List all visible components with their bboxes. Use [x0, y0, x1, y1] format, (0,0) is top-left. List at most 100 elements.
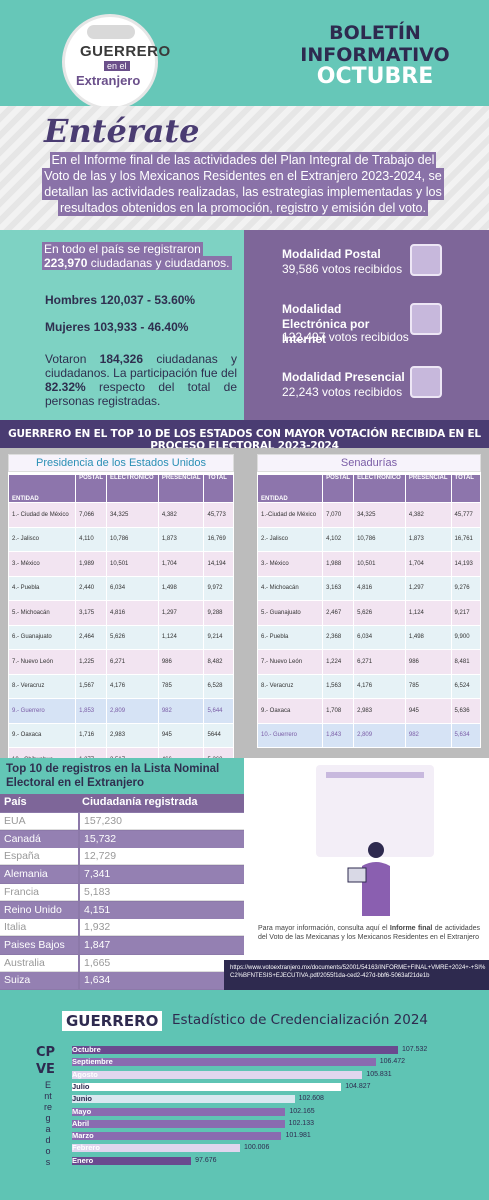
presidencia-table-body: 1.- Ciudad de México 7,066 34,325 4,382 45,7… [7, 502, 234, 773]
table-row: 4.- Puebla 2,440 6,034 1,498 9,972 [7, 575, 234, 601]
cell-electronico: 34,325 [353, 502, 406, 528]
list-item: Italia 1,932 [0, 919, 244, 937]
country-name: Suiza [0, 972, 78, 990]
bar-value-octubre: 107.532 [402, 1046, 428, 1053]
cell-total: 16,769 [203, 526, 234, 552]
cell-entidad: 1.-Ciudad de México [256, 502, 324, 528]
bar-value-marzo: 101.981 [285, 1132, 311, 1140]
cell-postal: 1,708 [322, 698, 355, 724]
cell-electronico: 2,809 [353, 722, 406, 748]
col-header-total: TOTAL [203, 474, 234, 503]
bulletin-title: BOLETÍN INFORMATIVO OCTUBRE [290, 22, 460, 88]
bar-label-enero: Enero [72, 1155, 94, 1165]
cell-electronico: 5,626 [353, 600, 406, 626]
senadurias-table: ENTIDAD POSTAL ELECTRONICO PRESENCIAL TO… [256, 474, 482, 748]
cell-presencial: 986 [404, 649, 452, 675]
bar-value-abril: 102.133 [288, 1119, 314, 1127]
cell-total: 45,777 [450, 502, 482, 528]
more-info-link-text[interactable]: Informe final [389, 925, 433, 932]
col-header-postal: POSTAL [75, 474, 108, 503]
logo-text-extranjero: Extranjero [76, 73, 141, 88]
table-row: 4.- Michoacán 3,163 4,816 1,297 9,276 [256, 575, 482, 601]
cell-total: 45,773 [203, 502, 234, 528]
bar-enero [72, 1156, 192, 1165]
cell-entidad: 4.- Puebla [7, 575, 77, 601]
cell-postal: 4,110 [75, 526, 108, 552]
laptop-icon [410, 303, 442, 335]
modality-presencial-title: Modalidad Presencial [282, 370, 405, 384]
nominal-list-title-box [0, 758, 244, 794]
bar-label-junio: Junio [72, 1094, 92, 1104]
cell-electronico: 6,271 [106, 649, 159, 675]
cell-total: 9,972 [203, 575, 234, 601]
bar-julio [72, 1082, 342, 1091]
cell-entidad: 5.- Guanajuato [256, 600, 324, 626]
cell-presencial: 4,382 [157, 502, 205, 528]
cell-electronico: 6,034 [353, 624, 406, 650]
presidencia-table: ENTIDAD POSTAL ELECTRONICO PRESENCIAL TO… [7, 474, 234, 773]
cpve-label-1: CP [36, 1045, 56, 1060]
bar-marzo [72, 1132, 282, 1141]
cell-total: 8,482 [203, 649, 234, 675]
table-row: 3.- México 1,989 10,501 1,704 14,194 [7, 551, 234, 577]
registered-count: 7,341 [80, 866, 244, 884]
list-item: España 12,729 [0, 848, 244, 866]
cell-postal: 1,567 [75, 673, 108, 699]
cell-entidad: 6.- Guanajuato [7, 624, 77, 650]
cell-postal: 7,066 [75, 502, 108, 528]
list-item: Francia 5,183 [0, 883, 244, 901]
cell-electronico: 6,271 [353, 649, 406, 675]
cell-entidad: 8.- Veracruz [256, 673, 324, 699]
modality-internet-title: Modalidad Electrónica por Internet [282, 302, 370, 346]
total-value: 223,970 [44, 256, 88, 270]
turnout-value: 184,326 [99, 352, 144, 366]
cell-electronico: 4,176 [353, 673, 406, 699]
cell-electronico: 10,786 [106, 526, 159, 552]
cell-electronico: 10,501 [353, 551, 406, 577]
cell-total: 5,644 [203, 698, 234, 724]
bar-label-mayo: Mayo [72, 1106, 92, 1116]
cell-postal: 2,467 [322, 600, 355, 626]
bar-value-septiembre: 106.472 [379, 1058, 406, 1066]
intro-text: En el Informe final de las actividades d… [42, 152, 444, 216]
table-row: 6.- Puebla 2,368 6,034 1,498 9,900 [256, 624, 482, 650]
cell-postal: 1,988 [322, 551, 355, 577]
registered-count: 1,932 [80, 919, 244, 937]
col-header-entidad: ENTIDAD [7, 474, 77, 503]
women-stat: Mujeres 103,933 - 46.40% [45, 320, 189, 334]
bar-label-agosto: Agosto [72, 1069, 98, 1079]
cell-presencial: 945 [157, 722, 205, 748]
cell-electronico: 4,176 [106, 673, 159, 699]
more-info-text-1: Para mayor información, consulta aquí el [258, 925, 388, 932]
cell-total: 14,193 [450, 551, 482, 577]
cell-total: 16,761 [450, 526, 482, 552]
presidencia-table-title: Presidencia de los Estados Unidos Mexica… [8, 454, 234, 486]
cpve-label-2: VE [36, 1062, 55, 1077]
turnout-text-3: respecto del total de personas registrad… [45, 380, 237, 408]
col-header-presencial: PRESENCIAL [404, 474, 452, 503]
report-url[interactable]: https://www.votoextranjero.mx/documents/… [230, 965, 486, 979]
list-item: Australia 1,665 [0, 954, 244, 972]
cell-electronico: 6,034 [106, 575, 159, 601]
cell-entidad: 9.- Oaxaca [7, 722, 77, 748]
cell-total: 9,900 [450, 624, 482, 650]
top10-banner [0, 420, 489, 448]
table-row: 3.- México 1,988 10,501 1,704 14,193 [256, 551, 482, 577]
country-name: Canadá [0, 830, 78, 848]
cell-electronico: 5,626 [106, 624, 159, 650]
bulletin-title-line2: INFORMATIVO [300, 44, 450, 66]
cell-electronico: 2,983 [353, 698, 406, 724]
list-item: Reino Unido 4,151 [0, 901, 244, 919]
mailbox-icon [410, 244, 442, 276]
cell-electronico: 4,816 [106, 600, 159, 626]
turnout-text-2: ciudadanas y ciudadanos. La participació… [45, 352, 237, 380]
modality-stats-panel [244, 230, 489, 420]
cell-presencial: 785 [157, 673, 205, 699]
registered-count: 1,634 [80, 972, 244, 990]
table-row: 8.- Veracruz 1,563 4,176 785 6,524 [256, 673, 482, 699]
cell-postal: 1,843 [322, 722, 355, 748]
turnout-text: Votaron 184,326 ciudadanas y ciudadanos.… [45, 352, 237, 408]
cell-postal: 1,563 [322, 673, 355, 699]
cell-total: 8,481 [450, 649, 482, 675]
list-item: EUA 157,230 [0, 813, 244, 830]
